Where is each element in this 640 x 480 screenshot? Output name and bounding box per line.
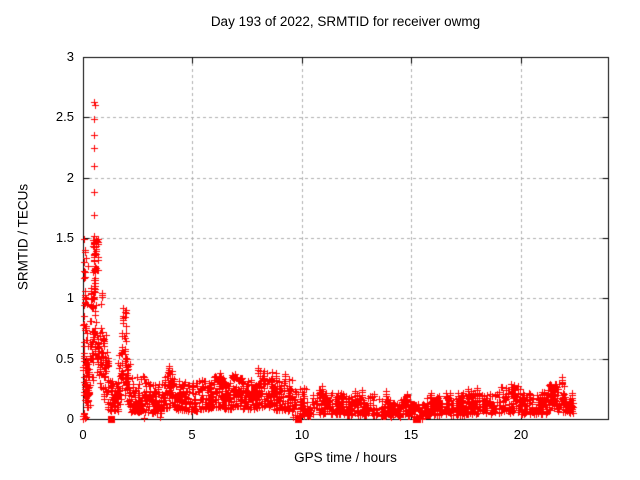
y-tick-label: 3 (66, 49, 74, 64)
x-axis-label: GPS time / hours (294, 450, 397, 465)
x-tick-label: 10 (294, 427, 310, 442)
y-tick-label: 1.5 (55, 230, 74, 245)
y-tick-label: 0.5 (55, 351, 74, 366)
y-tick-label: 2.5 (55, 109, 74, 124)
x-tick-label: 0 (79, 427, 87, 442)
y-tick-label: 2 (66, 170, 74, 185)
x-tick-label: 15 (403, 427, 419, 442)
y-tick-label: 1 (66, 290, 74, 305)
x-tick-label: 20 (513, 427, 529, 442)
y-tick-label: 0 (66, 411, 74, 426)
x-tick-label: 5 (188, 427, 196, 442)
chart-title: Day 193 of 2022, SRMTID for receiver owm… (210, 14, 481, 29)
